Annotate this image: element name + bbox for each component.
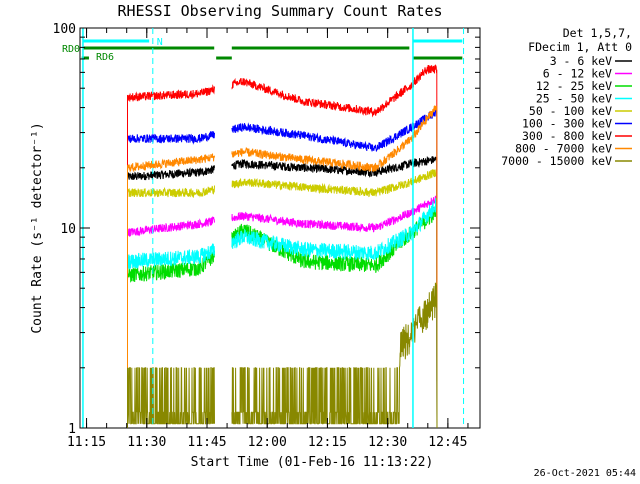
data-layer: [127, 64, 438, 428]
series-line: [127, 198, 438, 428]
x-axis-label: Start Time (01-Feb-16 11:13:22): [191, 455, 434, 470]
x-tick-label: 11:30: [127, 435, 166, 450]
legend-series-label: 25 - 50 keV: [536, 92, 612, 106]
series-line: [127, 105, 438, 428]
legend-header-2: FDecim 1, Att 0: [528, 40, 632, 54]
series-line: [127, 282, 438, 428]
n-label: N: [157, 37, 163, 48]
legend-series-label: 300 - 800 keV: [522, 129, 612, 143]
y-tick-label: 1: [68, 422, 76, 437]
x-tick-label: 12:00: [248, 435, 287, 450]
axis-layer: 1 10 100 11:15 11:30 11:45 12:00 12:15 12:30 12:4…: [53, 22, 480, 450]
x-tick-label: 12:15: [308, 435, 347, 450]
legend-series-label: 100 - 300 keV: [522, 117, 612, 131]
x-tick-label: 11:45: [187, 435, 226, 450]
legend-series-label: 7000 - 15000 keV: [501, 154, 612, 168]
rd0-label: RD0: [62, 44, 80, 55]
x-tick-label: 12:45: [428, 435, 467, 450]
legend-series-label: 12 - 25 keV: [536, 79, 612, 93]
series-line: [127, 108, 438, 428]
legend-series-label: 50 - 100 keV: [529, 104, 612, 118]
timestamp-label: 26-Oct-2021 05:44: [534, 468, 636, 479]
rd6-label: RD6: [96, 52, 114, 63]
series-line: [127, 155, 438, 428]
series-line: [127, 64, 438, 428]
series-line: [127, 195, 438, 428]
legend-series-label: 6 - 12 keV: [543, 67, 612, 81]
legend-series-label: 3 - 6 keV: [550, 54, 612, 68]
chart-title: RHESSI Observing Summary Count Rates: [117, 2, 442, 20]
legend-series-label: 800 - 7000 keV: [515, 142, 612, 156]
x-tick-label: 11:15: [67, 435, 106, 450]
x-tick-label: 12:30: [368, 435, 407, 450]
series-line: [127, 169, 438, 428]
y-axis-label: Count Rate (s⁻¹ detector⁻¹): [30, 122, 45, 333]
overlay-layer: N RD0 RD6: [62, 28, 465, 428]
y-tick-label: 10: [60, 222, 76, 237]
legend-header-1: Det 1,5,7,: [563, 26, 632, 40]
y-tick-label: 100: [53, 22, 76, 37]
